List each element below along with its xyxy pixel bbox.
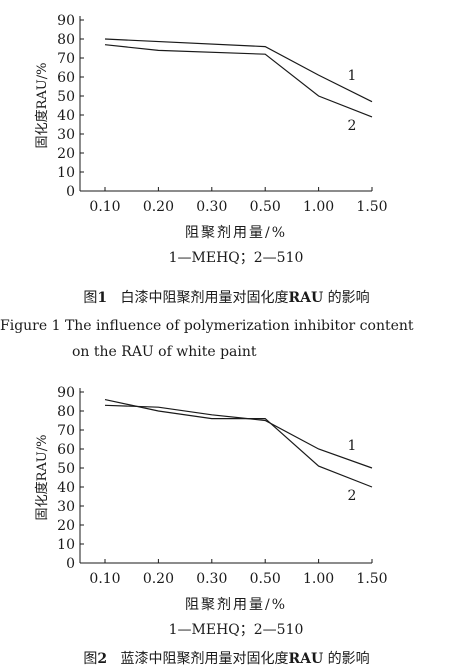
x-axis-title: 阻聚剂用量/%: [185, 225, 287, 241]
figure-2-caption-number: 2: [97, 651, 108, 667]
x-tick-label: 0.20: [143, 199, 174, 215]
figure-2-caption-suffix: 的影响: [327, 651, 370, 667]
x-tick-label: 0.30: [196, 571, 227, 587]
series-1-label: 1: [348, 68, 357, 84]
x-tick-label: 1.00: [303, 199, 334, 215]
figure-1-english-caption-line1: Figure 1 The influence of polymerization…: [0, 318, 414, 334]
series-2-line: [104, 44, 373, 118]
series-2-line: [104, 399, 373, 488]
series-2-label: 2: [348, 118, 357, 134]
y-tick-label: 20: [57, 146, 75, 162]
figure-1-caption-prefix: 图: [83, 290, 98, 306]
y-tick-label: 60: [57, 70, 75, 86]
y-tick-label: 50: [57, 461, 75, 477]
y-tick-label: 10: [57, 165, 75, 181]
x-tick-label: 1.50: [356, 571, 387, 587]
x-tick-label: 0.20: [143, 571, 174, 587]
x-tick-label: 0.30: [196, 199, 227, 215]
x-tick-label: 0.50: [250, 199, 281, 215]
y-axis-title: 固化度RAU/%: [34, 63, 50, 149]
x-axis-title: 阻聚剂用量/%: [185, 597, 287, 613]
y-tick-label: 70: [57, 51, 75, 67]
y-tick-label: 80: [57, 32, 75, 48]
figure-2-caption: 图2 蓝漆中阻聚剂用量对固化度RAU 的影响: [0, 648, 453, 668]
y-tick-label: 70: [57, 423, 75, 439]
figure-1-caption-text: 白漆中阻聚剂用量对固化度: [120, 290, 289, 306]
legend-note: 1—MEHQ；2—510: [169, 622, 304, 638]
y-tick-label: 30: [57, 127, 75, 143]
y-tick-label: 90: [57, 13, 75, 29]
figure-1-caption-suffix: 的影响: [327, 290, 370, 306]
figure-1-chart: 0 10 20 30 40 50 60 70 80 90 0.10 0.20 0.30 0.50 1.00 1…: [34, 13, 388, 266]
figure-1-caption-rau: RAU: [288, 290, 324, 306]
y-tick-label: 80: [57, 404, 75, 420]
y-tick-label: 0: [66, 556, 75, 572]
y-tick-label: 0: [66, 184, 75, 200]
y-tick-label: 10: [57, 537, 75, 553]
legend-note: 1—MEHQ；2—510: [169, 250, 304, 266]
y-tick-label: 50: [57, 89, 75, 105]
series-1-line: [104, 38, 373, 103]
y-tick-label: 90: [57, 385, 75, 401]
x-tick-label: 1.50: [356, 199, 387, 215]
series-1-label: 1: [348, 438, 357, 454]
x-tick-label: 0.10: [89, 571, 120, 587]
x-tick-label: 1.00: [303, 571, 334, 587]
y-axis-title: 固化度RAU/%: [34, 435, 50, 521]
x-tick-label: 0.50: [250, 571, 281, 587]
figure-2-caption-rau: RAU: [288, 651, 324, 667]
figure-1-caption: 图1 白漆中阻聚剂用量对固化度RAU 的影响: [0, 287, 453, 307]
figure-2-caption-text: 蓝漆中阻聚剂用量对固化度: [120, 651, 289, 667]
figure-2-chart: 0 10 20 30 40 50 60 70 80 90 0.10 0.20 0.30 0.50 1.00 1…: [34, 385, 388, 638]
series-1-line: [104, 404, 373, 469]
y-tick-label: 30: [57, 499, 75, 515]
y-tick-label: 40: [57, 480, 75, 496]
figure-1-caption-number: 1: [97, 290, 108, 306]
x-tick-label: 0.10: [89, 199, 120, 215]
y-tick-label: 60: [57, 442, 75, 458]
y-tick-label: 40: [57, 108, 75, 124]
y-tick-label: 20: [57, 518, 75, 534]
series-2-label: 2: [348, 488, 357, 504]
figure-2-caption-prefix: 图: [83, 651, 98, 667]
figure-1-english-caption-line2: on the RAU of white paint: [72, 344, 257, 360]
